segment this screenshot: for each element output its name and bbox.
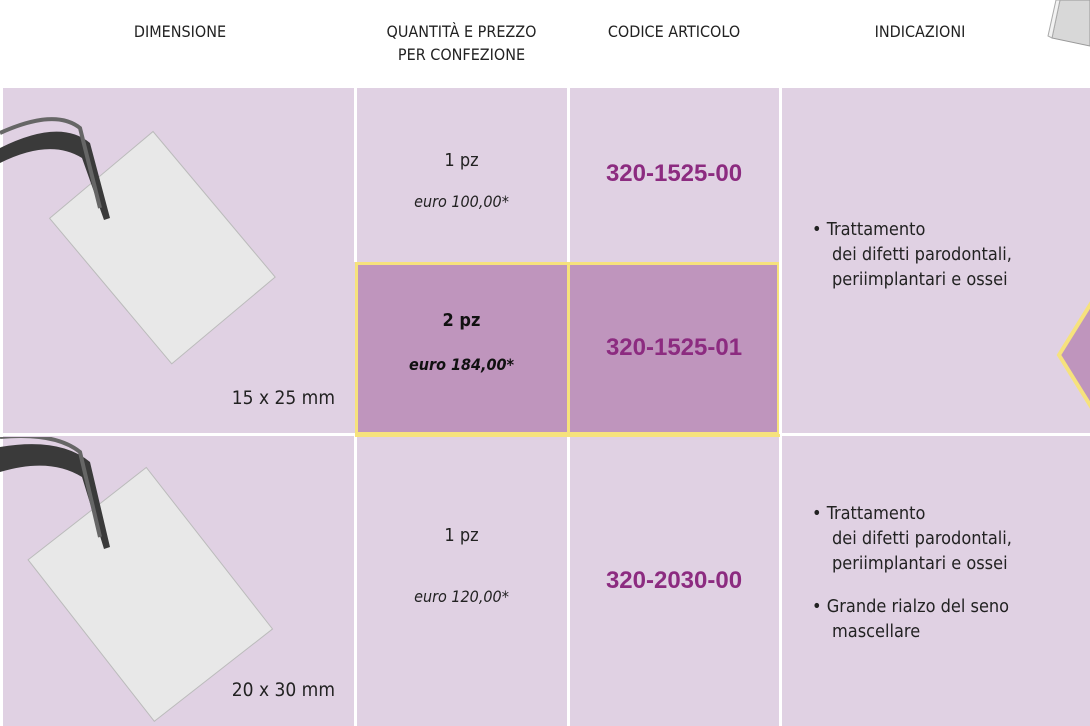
- indication-text: Trattamento: [826, 503, 926, 524]
- price: euro 120,00*: [414, 587, 509, 606]
- article-code: 320-1525-01: [605, 334, 743, 361]
- header-text: DIMENSIONE: [133, 22, 227, 41]
- left-edge: [0, 0, 3, 726]
- column-divider: [354, 435, 357, 726]
- indication-line: periimplantari e ossei: [832, 269, 1008, 290]
- dimension: 20 x 30 mm: [231, 679, 335, 701]
- column-divider: [354, 88, 357, 262]
- indication-line: • Grande rialzo del seno: [812, 596, 1010, 617]
- header-text: INDICAZIONI: [874, 22, 966, 41]
- header-text: QUANTITÀ E PREZZO: [386, 22, 537, 41]
- column-divider: [567, 435, 570, 726]
- indication-text: Trattamento: [826, 219, 926, 240]
- row-divider: [355, 434, 780, 437]
- highlight-divider: [567, 262, 570, 435]
- indication-text: Grande rialzo del seno: [826, 596, 1010, 617]
- indication-line: dei difetti parodontali,: [832, 244, 1012, 265]
- indication-line: • Trattamento: [812, 219, 926, 240]
- indication-line: mascellare: [832, 621, 921, 642]
- header-text: PER CONFEZIONE: [397, 45, 526, 64]
- header-cell: QUANTITÀ E PREZZO PER CONFEZIONE: [355, 20, 568, 66]
- bullet: • Trattamento dei difetti parodontali, per…: [812, 217, 1012, 292]
- quantity: 1 pz: [444, 525, 479, 546]
- indication-line: • Trattamento: [812, 503, 926, 524]
- bullet: • Trattamento dei difetti parodontali, per…: [812, 501, 1012, 576]
- column-divider: [779, 88, 782, 726]
- dimension: 15 x 25 mm: [231, 387, 335, 409]
- indications: • Trattamento dei difetti parodontali, per…: [812, 217, 1012, 310]
- header-cell: CODICE ARTICOLO: [568, 20, 780, 43]
- price: euro 184,00*: [408, 355, 515, 374]
- article-code: 320-2030-00: [605, 567, 743, 594]
- product-image: [0, 437, 274, 723]
- article-code: 320-1525-00: [605, 160, 743, 187]
- quantity: 1 pz: [444, 150, 479, 171]
- header-cell: INDICAZIONI: [840, 20, 1000, 43]
- column-divider: [567, 88, 570, 262]
- quantity: 2 pz: [442, 310, 481, 331]
- bullet: • Grande rialzo del seno mascellare: [812, 594, 1012, 644]
- header-cell: DIMENSIONE: [80, 20, 280, 43]
- header-text: CODICE ARTICOLO: [607, 22, 741, 41]
- row-divider: [781, 433, 1090, 436]
- price: euro 100,00*: [414, 192, 509, 211]
- indication-line: dei difetti parodontali,: [832, 528, 1012, 549]
- product-image: [0, 117, 276, 365]
- product-box: [1047, 0, 1090, 47]
- indications: • Trattamento dei difetti parodontali, per…: [812, 501, 1012, 662]
- decorative-diamond: [1056, 301, 1090, 409]
- row-divider: [0, 433, 355, 436]
- indication-line: periimplantari e ossei: [832, 553, 1008, 574]
